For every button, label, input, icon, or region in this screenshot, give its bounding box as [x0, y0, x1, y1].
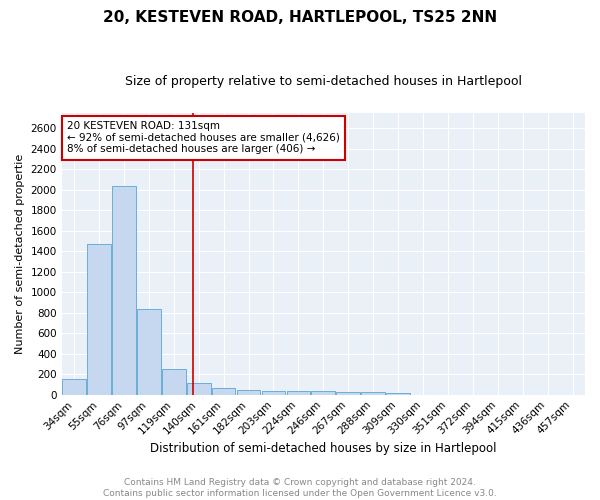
Bar [137, 309, 161, 394]
Bar [162, 368, 185, 394]
Text: 20, KESTEVEN ROAD, HARTLEPOOL, TS25 2NN: 20, KESTEVEN ROAD, HARTLEPOOL, TS25 2NN [103, 10, 497, 25]
Text: 20 KESTEVEN ROAD: 131sqm
← 92% of semi-detached houses are smaller (4,626)
8% of: 20 KESTEVEN ROAD: 131sqm ← 92% of semi-d… [67, 121, 340, 154]
Title: Size of property relative to semi-detached houses in Hartlepool: Size of property relative to semi-detach… [125, 75, 522, 88]
Bar [262, 391, 286, 394]
Bar [361, 392, 385, 394]
Bar [237, 390, 260, 394]
Bar [311, 392, 335, 394]
Text: Contains HM Land Registry data © Crown copyright and database right 2024.
Contai: Contains HM Land Registry data © Crown c… [103, 478, 497, 498]
Bar [386, 393, 410, 394]
Y-axis label: Number of semi-detached propertie: Number of semi-detached propertie [15, 154, 25, 354]
Bar [287, 391, 310, 394]
Bar [212, 388, 235, 394]
Bar [337, 392, 360, 394]
Bar [187, 383, 211, 394]
X-axis label: Distribution of semi-detached houses by size in Hartlepool: Distribution of semi-detached houses by … [150, 442, 497, 455]
Bar [112, 186, 136, 394]
Bar [62, 380, 86, 394]
Bar [87, 244, 111, 394]
